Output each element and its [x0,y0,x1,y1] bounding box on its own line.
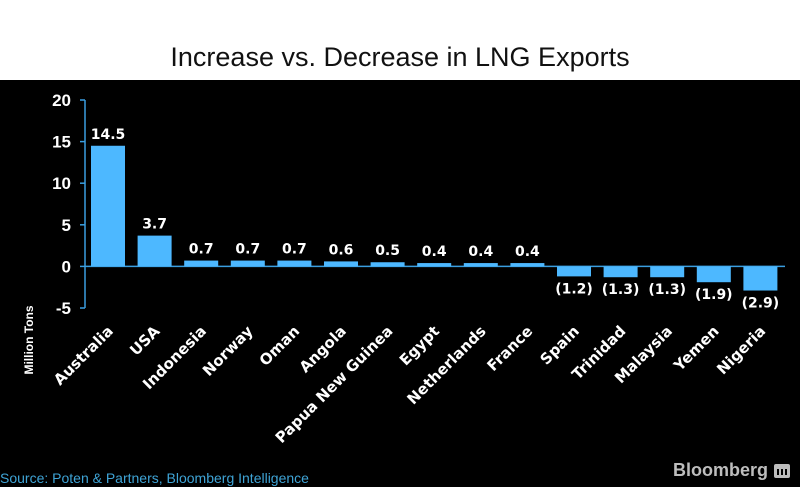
bar [370,262,405,267]
data-label: 0.6 [329,242,354,258]
category-label: Australia [50,322,117,389]
data-label: (1.3) [648,282,686,298]
brand-name: Bloomberg [672,460,768,480]
chart-panel: 20 15 10 5 0 -5 14.5 3.7 0.7 0.7 0.7 0.6 0.5 0.4 0.4 0… [0,80,800,487]
bars [91,145,778,291]
data-label: (1.3) [602,282,640,298]
y-axis-label: Million Tons [22,305,36,374]
data-label: 0.4 [422,244,447,260]
data-label: (2.9) [742,296,780,312]
bar [510,263,545,267]
data-label: 0.7 [282,242,307,258]
bar [417,263,452,267]
y-tick-label: 10 [52,174,71,193]
data-label: 0.5 [375,243,400,259]
data-label: 0.4 [468,244,493,260]
data-label: 0.7 [235,242,260,258]
data-labels: 14.5 3.7 0.7 0.7 0.7 0.6 0.5 0.4 0.4 0.4 (1.2) (1.3… [91,127,779,312]
bar [230,260,265,267]
bar [91,145,125,267]
chart-title: Increase vs. Decrease in LNG Exports [170,42,630,72]
bar [743,266,778,291]
data-label: 0.7 [189,242,214,258]
category-label: USA [126,322,163,359]
data-label: (1.2) [555,281,593,297]
category-label: Norway [199,322,257,380]
bloomberg-terminal-icon [774,463,790,478]
bar [137,235,172,267]
y-tick-label: 15 [52,133,71,152]
data-label: (1.9) [695,287,733,303]
bar [463,263,498,267]
category-label: Spain [537,322,583,368]
bar [650,266,685,278]
y-tick-label: -5 [56,299,71,318]
source-note: Source: Poten & Partners, Bloomberg Inte… [0,470,309,486]
bar [277,260,312,267]
bar [603,266,638,278]
brand-logo: Bloomberg [673,460,790,481]
y-tick-label: 5 [62,216,71,235]
bar [184,260,219,267]
data-label: 3.7 [142,217,167,233]
bar-chart: 20 15 10 5 0 -5 14.5 3.7 0.7 0.7 0.7 0.6 0.5 0.4 0.4 0… [22,91,785,447]
y-tick-label: 20 [52,91,71,110]
bar [696,266,731,283]
category-label: France [484,322,537,375]
bar [557,266,591,277]
bar [324,261,358,267]
data-label: 14.5 [91,127,126,143]
category-label: Nigeria [713,322,769,378]
data-label: 0.4 [515,244,540,260]
y-tick-label: 0 [62,257,71,276]
